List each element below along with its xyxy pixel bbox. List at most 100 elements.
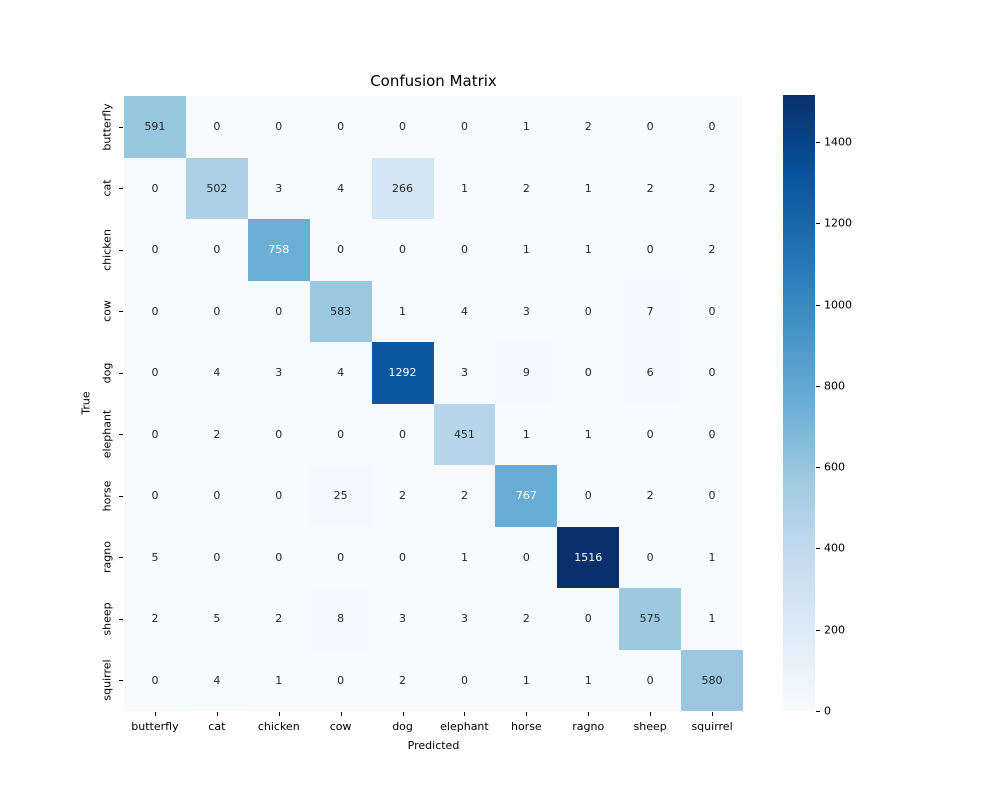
- heatmap-cell: 0: [124, 342, 186, 404]
- colorbar-tick-label: 1000: [824, 298, 852, 312]
- colorbar-tick-label: 1200: [824, 216, 852, 230]
- heatmap-cell: 0: [433, 649, 496, 711]
- heatmap-cell: 5: [124, 526, 186, 588]
- heatmap-cell: 2: [495, 157, 558, 219]
- colorbar-tick-label: 0: [824, 704, 831, 718]
- heatmap-cell: 2: [433, 465, 496, 527]
- heatmap-cell: 0: [557, 342, 620, 404]
- heatmap-cell: 1: [495, 649, 558, 711]
- heatmap-grid: 591 0 0 0 0 0 1 2 0 0 0 502 3 4 266 1 2 1 2 2 0 0 758 0 0 0 1 1 0 2 0 0…: [124, 96, 743, 711]
- heatmap-cell: 0: [557, 588, 620, 650]
- heatmap-cell: 25: [309, 465, 372, 527]
- y-tick-label: cow: [100, 300, 114, 323]
- x-tick-label: ragno: [572, 720, 605, 733]
- heatmap-cell: 2: [371, 649, 434, 711]
- heatmap-cell: 9: [495, 342, 558, 404]
- x-tick-label: elephant: [440, 720, 489, 733]
- colorbar-tick-mark: [816, 304, 820, 306]
- heatmap-cell: 0: [681, 280, 743, 342]
- heatmap-cell: 1292: [371, 342, 434, 404]
- heatmap-cell: 2: [371, 465, 434, 527]
- heatmap-cell: 0: [185, 219, 248, 281]
- heatmap-cell: 0: [619, 526, 682, 588]
- x-axis-title: Predicted: [407, 739, 460, 752]
- y-tick-label: butterfly: [100, 103, 114, 151]
- heatmap-cell: 4: [309, 157, 372, 219]
- x-tick-mark: [588, 712, 590, 716]
- heatmap-cell: 3: [433, 588, 496, 650]
- heatmap-cell: 0: [247, 280, 310, 342]
- y-tick-mark: [119, 618, 123, 620]
- colorbar-tick-mark: [816, 711, 820, 712]
- heatmap-cell: 1516: [557, 526, 620, 588]
- colorbar-tick-mark: [816, 142, 820, 144]
- heatmap-cell: 0: [681, 465, 743, 527]
- y-axis-title: True: [79, 391, 93, 415]
- heatmap-cell: 0: [309, 219, 372, 281]
- colorbar-tick-mark: [816, 629, 820, 631]
- y-tick-mark: [119, 434, 123, 436]
- y-tick-label: sheep: [100, 602, 114, 636]
- heatmap-cell: 4: [433, 280, 496, 342]
- heatmap-cell: 0: [185, 526, 248, 588]
- heatmap-cell: 0: [247, 403, 310, 465]
- y-tick-mark: [119, 249, 123, 251]
- heatmap-cell: 767: [495, 465, 558, 527]
- heatmap-cell: 1: [433, 526, 496, 588]
- heatmap-cell: 0: [681, 96, 743, 158]
- heatmap-cell: 3: [433, 342, 496, 404]
- heatmap-cell: 6: [619, 342, 682, 404]
- heatmap-cell: 2: [681, 219, 743, 281]
- x-tick-label: sheep: [633, 720, 667, 733]
- colorbar-tick-mark: [816, 548, 820, 550]
- heatmap-cell: 0: [619, 96, 682, 158]
- heatmap-cell: 2: [495, 588, 558, 650]
- heatmap-cell: 0: [124, 219, 186, 281]
- heatmap-cell: 0: [495, 526, 558, 588]
- colorbar: [783, 95, 815, 711]
- heatmap-cell: 0: [433, 219, 496, 281]
- heatmap-cell: 3: [371, 588, 434, 650]
- x-tick-mark: [340, 712, 342, 716]
- x-tick-mark: [402, 712, 404, 716]
- y-tick-label: horse: [100, 480, 114, 512]
- y-tick-mark: [119, 680, 123, 682]
- heatmap-cell: 1: [495, 403, 558, 465]
- heatmap-cell: 0: [681, 403, 743, 465]
- y-tick-label: chicken: [100, 228, 114, 271]
- heatmap-cell: 1: [495, 219, 558, 281]
- heatmap-cell: 1: [557, 403, 620, 465]
- heatmap-cell: 1: [433, 157, 496, 219]
- x-tick-mark: [650, 712, 652, 716]
- y-tick-label: elephant: [100, 409, 114, 459]
- heatmap-cell: 3: [247, 157, 310, 219]
- heatmap-cell: 1: [681, 526, 743, 588]
- x-tick-label: cat: [208, 720, 226, 733]
- x-tick-mark: [216, 712, 218, 716]
- heatmap-cell: 2: [557, 96, 620, 158]
- y-tick-mark: [119, 126, 123, 128]
- heatmap-cell: 0: [185, 280, 248, 342]
- heatmap-cell: 575: [619, 588, 682, 650]
- colorbar-tick-label: 400: [824, 541, 845, 555]
- heatmap-cell: 0: [619, 403, 682, 465]
- heatmap-cell: 0: [371, 403, 434, 465]
- heatmap-cell: 0: [247, 526, 310, 588]
- heatmap-cell: 2: [681, 157, 743, 219]
- y-tick-mark: [119, 188, 123, 190]
- x-tick-mark: [154, 712, 156, 716]
- x-tick-label: horse: [510, 720, 542, 733]
- y-tick-label: squirrel: [100, 659, 114, 701]
- heatmap-cell: 0: [557, 465, 620, 527]
- colorbar-tick-label: 200: [824, 623, 845, 637]
- heatmap-cell: 1: [371, 280, 434, 342]
- heatmap-cell: 3: [495, 280, 558, 342]
- heatmap-cell: 0: [557, 280, 620, 342]
- y-tick-mark: [119, 557, 123, 559]
- x-tick-mark: [712, 712, 714, 716]
- colorbar-tick-label: 1400: [824, 135, 852, 149]
- heatmap-cell: 0: [247, 96, 310, 158]
- heatmap-cell: 0: [371, 526, 434, 588]
- heatmap-cell: 0: [371, 96, 434, 158]
